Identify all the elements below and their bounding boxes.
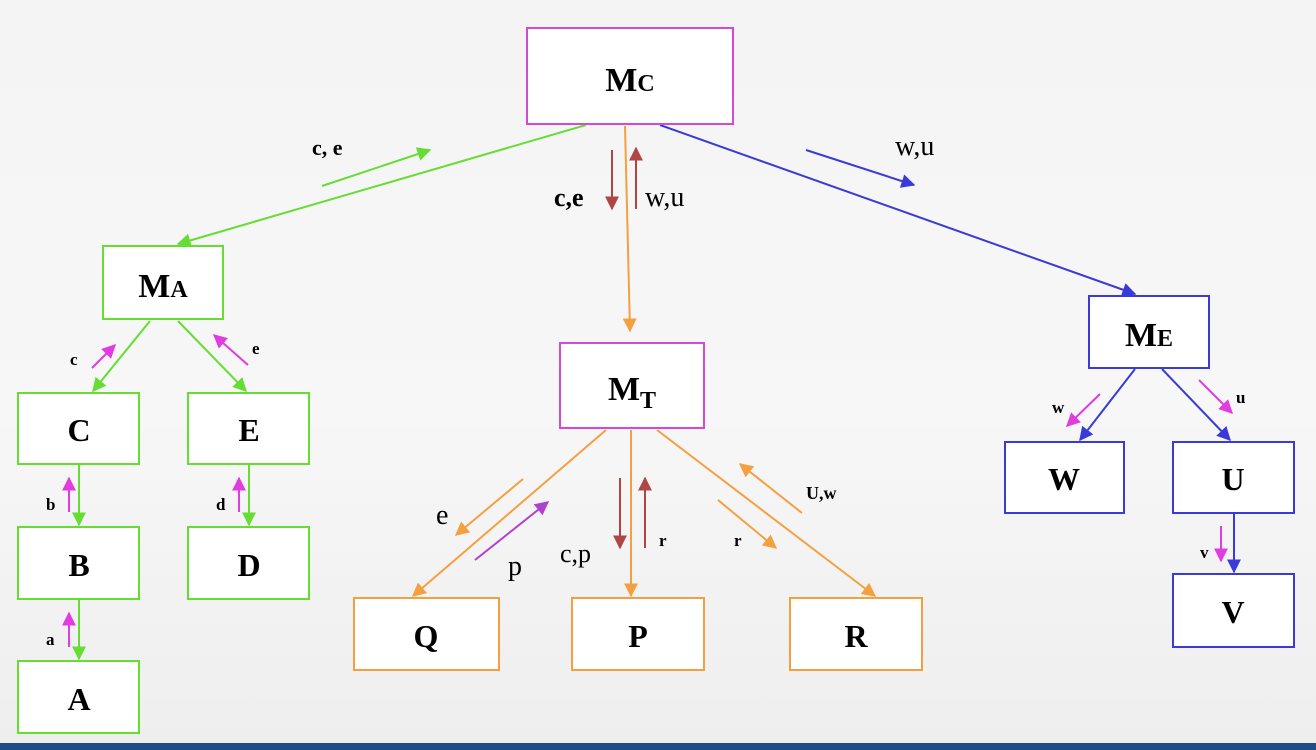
label-ma-c: c [70, 350, 78, 369]
msg-arrow-me-w [1065, 393, 1101, 427]
node-q-label: Q [414, 618, 439, 654]
node-mc[interactable]: MC [526, 27, 734, 125]
msg-arrow-ma-c [91, 344, 116, 369]
msg-arrow-mt-q-e [454, 478, 524, 536]
node-w[interactable]: W [1004, 441, 1125, 514]
label-mt-p-up: r [659, 531, 667, 550]
node-me-sub: E [1157, 326, 1173, 352]
label-mc-me: w,u [895, 131, 934, 162]
node-c-label: C [67, 412, 90, 448]
node-p[interactable]: P [571, 597, 705, 671]
label-u-v: v [1200, 543, 1209, 562]
node-ma-main: M [138, 268, 170, 305]
label-mt-q-e: e [436, 500, 448, 531]
edge-ma-e [177, 320, 247, 393]
edge-mc-mt [622, 125, 637, 333]
label-mt-r-down: r [734, 531, 742, 550]
message-arrows [62, 146, 1233, 647]
svg-text:ME: ME [1125, 317, 1173, 354]
node-q[interactable]: Q [353, 597, 500, 671]
node-mt-main: M [608, 371, 640, 408]
node-mc-main: M [605, 62, 637, 99]
edge-mc-ma [176, 124, 587, 248]
edge-mt-q [411, 429, 607, 597]
label-c-b: b [46, 495, 55, 514]
node-me[interactable]: ME [1088, 295, 1210, 369]
label-me-w: w [1052, 398, 1065, 417]
edge-me-w [1079, 368, 1136, 442]
node-a[interactable]: A [17, 660, 140, 734]
msg-arrow-mc-ma [321, 147, 432, 187]
nodes: MC MA MT ME C [17, 27, 1295, 734]
msg-arrow-ma-e [212, 334, 249, 366]
node-d[interactable]: D [187, 526, 310, 600]
msg-arrow-me-u [1198, 379, 1233, 414]
svg-text:MA: MA [138, 268, 188, 305]
node-me-main: M [1125, 317, 1157, 354]
node-mc-sub: C [637, 71, 654, 97]
node-w-label: W [1048, 461, 1080, 497]
node-u[interactable]: U [1172, 441, 1295, 514]
edge-labels: c, e c,e w,u w,u c e b a d e p c,p r r U… [46, 131, 1245, 649]
label-mt-q-p: p [508, 551, 522, 582]
label-me-u: u [1236, 388, 1245, 407]
node-ma-sub: A [170, 277, 188, 303]
node-v[interactable]: V [1172, 573, 1295, 648]
node-b[interactable]: B [17, 526, 140, 600]
edge-mc-me [659, 124, 1137, 297]
node-mt[interactable]: MT [559, 342, 705, 429]
label-mc-mt-up: w,u [645, 182, 684, 213]
footer-bar [0, 743, 1316, 750]
msg-arrow-mc-me [805, 149, 916, 188]
label-mt-r-up: U,w [806, 483, 837, 503]
node-mt-sub: T [640, 388, 656, 414]
node-e[interactable]: E [187, 392, 310, 465]
node-ma[interactable]: MA [102, 245, 224, 320]
node-e-label: E [238, 412, 259, 448]
node-u-label: U [1221, 461, 1244, 497]
edge-me-u [1161, 368, 1231, 442]
node-d-label: D [237, 547, 260, 583]
connections [72, 124, 1241, 661]
node-a-label: A [67, 681, 90, 717]
node-r[interactable]: R [789, 597, 923, 671]
node-p-label: P [628, 618, 648, 654]
node-c[interactable]: C [17, 392, 140, 465]
msg-arrow-mt-q-p [474, 501, 550, 561]
edge-mt-r [656, 429, 877, 597]
msg-arrow-mt-r-down [717, 499, 778, 549]
node-v-label: V [1221, 594, 1244, 630]
label-b-a: a [46, 630, 55, 649]
label-mt-p-down: c,p [560, 539, 591, 568]
node-r-label: R [844, 618, 868, 654]
node-b-label: B [68, 547, 89, 583]
label-mc-ma: c, e [312, 135, 343, 160]
svg-text:MC: MC [605, 62, 654, 99]
label-ma-e: e [252, 339, 260, 358]
edge-ma-c [92, 320, 151, 393]
msg-arrow-mt-r-up [738, 463, 803, 514]
svg-text:MT: MT [608, 371, 656, 414]
label-e-d: d [216, 495, 226, 514]
label-mc-mt-down: c,e [554, 183, 584, 212]
